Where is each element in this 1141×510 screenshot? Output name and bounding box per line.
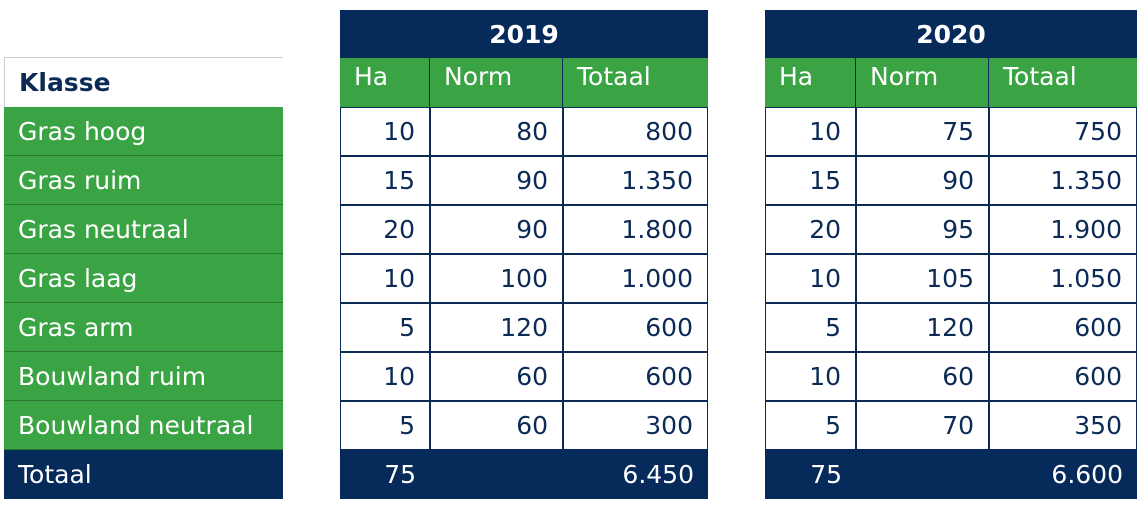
cell-ha-2020: 10: [765, 254, 856, 303]
cell-ha-2020: 15: [765, 156, 856, 205]
cell-ha-2020: 10: [765, 352, 856, 401]
totals-norm-2020-empty: [856, 450, 989, 499]
cell-norm-2020: 105: [856, 254, 989, 303]
cell-norm-2019: 80: [430, 107, 563, 156]
subheader-norm-2020: Norm: [856, 58, 989, 107]
row-label: Gras ruim: [4, 156, 283, 205]
totals-ha-2019: 75: [340, 450, 430, 499]
cell-norm-2019: 120: [430, 303, 563, 352]
cell-ha-2020: 5: [765, 401, 856, 450]
cell-totaal-2020: 600: [989, 352, 1137, 401]
subheader-ha-2019: Ha: [340, 58, 430, 107]
row-label: Gras neutraal: [4, 205, 283, 254]
totals-ha-2020: 75: [765, 450, 856, 499]
cell-totaal-2019: 300: [563, 401, 708, 450]
cell-norm-2019: 90: [430, 156, 563, 205]
cell-totaal-2020: 350: [989, 401, 1137, 450]
cell-ha-2020: 5: [765, 303, 856, 352]
cell-totaal-2020: 1.050: [989, 254, 1137, 303]
cell-ha-2019: 20: [340, 205, 430, 254]
cell-ha-2019: 5: [340, 401, 430, 450]
row-label: Bouwland ruim: [4, 352, 283, 401]
row-label: Gras hoog: [4, 107, 283, 156]
row-label: Gras laag: [4, 254, 283, 303]
cell-norm-2020: 60: [856, 352, 989, 401]
subheader-ha-2020: Ha: [765, 58, 856, 107]
cell-totaal-2019: 800: [563, 107, 708, 156]
row-label: Bouwland neutraal: [4, 401, 283, 450]
cell-ha-2019: 10: [340, 254, 430, 303]
cell-ha-2019: 10: [340, 352, 430, 401]
klasse-header: Klasse: [4, 57, 283, 107]
cell-totaal-2019: 1.000: [563, 254, 708, 303]
cell-totaal-2020: 750: [989, 107, 1137, 156]
cell-totaal-2019: 1.800: [563, 205, 708, 254]
totals-norm-2019-empty: [430, 450, 563, 499]
cell-norm-2020: 70: [856, 401, 989, 450]
cell-totaal-2020: 1.900: [989, 205, 1137, 254]
cell-norm-2020: 120: [856, 303, 989, 352]
cell-ha-2019: 10: [340, 107, 430, 156]
totals-totaal-2020: 6.600: [989, 450, 1137, 499]
totals-totaal-2019: 6.450: [563, 450, 708, 499]
cell-norm-2020: 95: [856, 205, 989, 254]
cell-norm-2020: 75: [856, 107, 989, 156]
cell-norm-2020: 90: [856, 156, 989, 205]
cell-ha-2019: 15: [340, 156, 430, 205]
subheader-totaal-2019: Totaal: [563, 58, 708, 107]
cell-totaal-2019: 600: [563, 303, 708, 352]
cell-norm-2019: 60: [430, 352, 563, 401]
cell-ha-2020: 20: [765, 205, 856, 254]
subheader-norm-2019: Norm: [430, 58, 563, 107]
year-header-2019: 2019: [340, 10, 708, 58]
cell-ha-2020: 10: [765, 107, 856, 156]
cell-totaal-2019: 1.350: [563, 156, 708, 205]
totals-label: Totaal: [4, 450, 283, 499]
cell-norm-2019: 60: [430, 401, 563, 450]
subheader-totaal-2020: Totaal: [989, 58, 1137, 107]
cell-totaal-2020: 1.350: [989, 156, 1137, 205]
cell-ha-2019: 5: [340, 303, 430, 352]
cell-totaal-2019: 600: [563, 352, 708, 401]
cell-norm-2019: 90: [430, 205, 563, 254]
year-header-2020: 2020: [765, 10, 1137, 58]
row-label: Gras arm: [4, 303, 283, 352]
cell-norm-2019: 100: [430, 254, 563, 303]
cell-totaal-2020: 600: [989, 303, 1137, 352]
